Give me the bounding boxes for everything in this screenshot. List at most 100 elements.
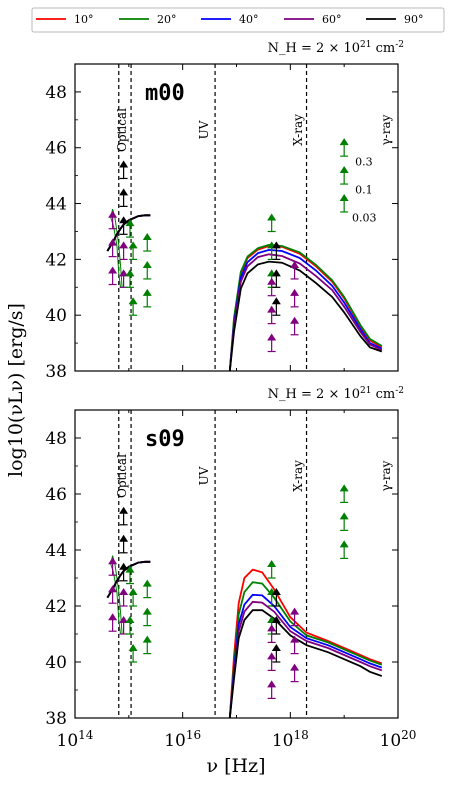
upper-limit-marker (267, 680, 277, 700)
series-line (228, 581, 383, 718)
axis-labels: 1014 1016 1018 1020 ν [Hz] log10(νLν) [erg/s] (5, 303, 416, 777)
upper-limit-marker (271, 616, 281, 635)
series-line (228, 600, 383, 718)
y-tick-label: 46 (45, 485, 67, 505)
plot-area (106, 138, 383, 371)
series-line (106, 560, 151, 599)
upper-limit-marker (108, 238, 118, 258)
band-label: UV (197, 120, 211, 139)
band-label: Optical (115, 454, 129, 498)
upper-limit-marker (271, 644, 281, 663)
upper-limit-marker (142, 635, 152, 655)
upper-limit-marker (142, 233, 152, 252)
legend-label-4: 90° (404, 13, 424, 26)
series-line (228, 609, 383, 718)
y-tick-label: 44 (45, 195, 67, 215)
upper-limit-marker (125, 565, 135, 585)
upper-limit-marker (125, 219, 135, 238)
upper-limit-marker (267, 305, 277, 325)
upper-limit-marker (142, 260, 152, 280)
y-tick-label: 38 (45, 362, 67, 382)
upper-limit-marker (128, 241, 138, 261)
upper-limit-marker (119, 160, 129, 180)
upper-limit-marker (142, 579, 152, 599)
upper-limit-marker (125, 269, 135, 288)
upper-limit-marker (108, 557, 118, 576)
upper-limit-marker (108, 613, 118, 632)
upper-limit-marker (339, 166, 349, 185)
y-tick-label: 48 (45, 429, 67, 449)
upper-limit-marker (108, 266, 118, 286)
panel-m00: Optical UV X-ray γ-ray 0.3 0.1 0.03 38 40 42 44 46 4… (45, 40, 404, 382)
series-line (228, 568, 383, 718)
upper-limit-marker (267, 277, 277, 297)
legend-frame (31, 7, 445, 33)
band-label: Optical (115, 108, 129, 152)
series-line (106, 214, 151, 252)
x-tick-label: 1016 (164, 728, 201, 751)
upper-limit-marker (119, 534, 129, 554)
band-label: X-ray (291, 460, 305, 492)
panel-s09: Optical UV X-ray γ-ray 38 40 42 44 46 48 s09 N_H = … (45, 386, 404, 729)
nh-annotation: N_H = 2 × 1021 cm-2 (268, 40, 404, 56)
x-tick-label: 1014 (57, 728, 94, 751)
upper-limit-marker (271, 269, 281, 288)
series-line (228, 245, 383, 371)
upper-limit-marker (290, 316, 300, 336)
upper-limit-marker (142, 288, 152, 308)
upper-limit-marker (128, 588, 138, 607)
upper-limit-marker (128, 297, 138, 316)
model-label: m00 (145, 81, 185, 106)
upper-limit-marker (119, 241, 129, 261)
upper-limit-marker (119, 216, 129, 235)
upper-limit-marker (119, 506, 129, 526)
upper-limit-marker (119, 562, 129, 582)
upper-limit-marker (339, 193, 349, 213)
plot-area (106, 484, 383, 718)
series-line (228, 248, 383, 371)
y-tick-label: 40 (45, 306, 67, 326)
upper-limit-marker (267, 333, 277, 353)
upper-limit-marker (290, 288, 300, 308)
upper-limit-marker (108, 210, 118, 230)
series-line (228, 260, 383, 371)
x-tick-label: 1018 (272, 728, 309, 751)
upper-limit-marker (119, 188, 129, 207)
gamma-label: 0.1 (355, 184, 373, 197)
x-tick-label: 1020 (380, 728, 417, 751)
upper-limit-marker (271, 588, 281, 607)
series-line (228, 253, 383, 371)
upper-limit-marker (290, 663, 300, 683)
gamma-label: 0.03 (352, 212, 377, 225)
upper-limit-marker (290, 260, 300, 280)
legend-label-3: 60° (322, 13, 342, 26)
legend: 10° 20° 40° 60° 90° (31, 7, 445, 33)
legend-label-0: 10° (74, 13, 94, 26)
band-label: X-ray (291, 114, 305, 146)
upper-limit-marker (290, 635, 300, 655)
upper-limit-marker (128, 644, 138, 663)
upper-limit-marker (339, 512, 349, 532)
upper-limit-marker (267, 560, 277, 579)
upper-limit-marker (271, 297, 281, 316)
y-tick-label: 38 (45, 709, 67, 729)
y-tick-label: 46 (45, 139, 67, 159)
upper-limit-marker (125, 616, 135, 635)
band-label: UV (197, 466, 211, 485)
y-tick-label: 44 (45, 541, 67, 561)
legend-label-2: 40° (239, 13, 259, 26)
upper-limit-marker (267, 652, 277, 672)
y-tick-label: 40 (45, 653, 67, 673)
x-axis-title: ν [Hz] (207, 755, 266, 777)
band-label: γ-ray (379, 114, 393, 145)
upper-limit-marker (108, 585, 118, 604)
upper-limit-marker (339, 540, 349, 560)
series-line (228, 593, 383, 718)
y-tick-label: 48 (45, 83, 67, 103)
series-line (228, 243, 383, 371)
upper-limit-marker (339, 138, 349, 157)
upper-limit-marker (119, 588, 129, 607)
upper-limit-marker (271, 241, 281, 261)
nh-annotation: N_H = 2 × 1021 cm-2 (268, 386, 404, 402)
